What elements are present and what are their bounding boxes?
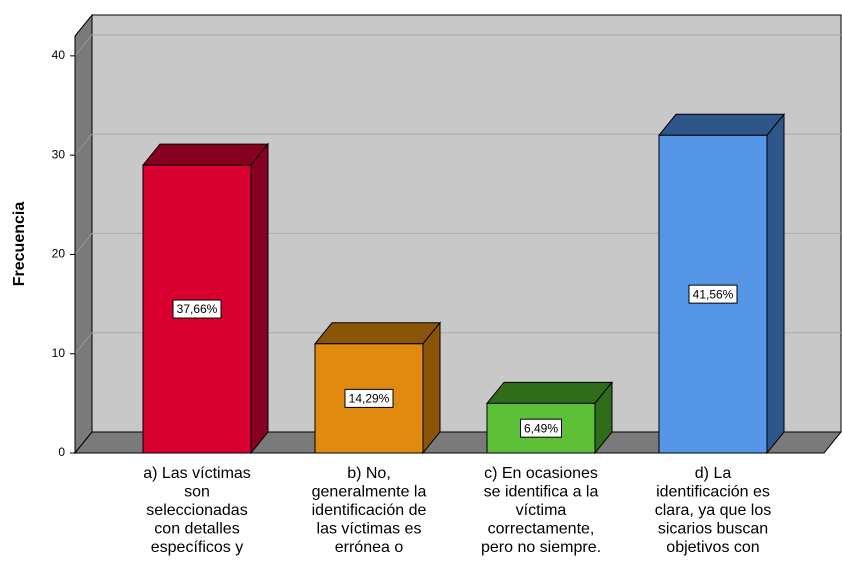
x-tick-label: c) En ocasiones — [484, 465, 598, 482]
x-tick-label: pero no siempre. — [481, 539, 601, 556]
grid-line — [74, 34, 93, 57]
x-tick-label: generalmente la — [312, 484, 427, 501]
x-tick-label: se identifica a la — [484, 484, 599, 501]
value-label: 37,66% — [177, 302, 218, 316]
x-tick-label: identificación es — [656, 484, 770, 501]
bar-top — [485, 381, 614, 404]
x-tick-label: correctamente, — [488, 521, 595, 538]
x-tick-label: clara, ya que los — [655, 502, 772, 519]
x-tick-label: d) La — [695, 465, 732, 482]
value-label-box — [344, 388, 394, 408]
x-tick-label: sicarios buscan — [658, 521, 768, 538]
value-label: 14,29% — [349, 392, 390, 406]
grid-line — [74, 133, 93, 156]
y-tick-label: 0 — [58, 445, 65, 459]
bar-side — [250, 142, 269, 455]
bar-top — [657, 113, 786, 136]
x-tick-label: errónea o — [335, 539, 404, 556]
bar-top — [141, 143, 270, 166]
y-tick-label: 30 — [52, 147, 66, 161]
value-label-box — [172, 299, 222, 319]
value-label: 6,49% — [524, 421, 558, 435]
y-tick-label: 40 — [52, 48, 66, 62]
bar-top — [313, 322, 442, 345]
value-label: 41,56% — [693, 287, 734, 301]
value-label-box — [520, 418, 562, 438]
x-tick-label: a) Las víctimas — [143, 465, 251, 482]
grid-line — [74, 233, 93, 255]
bar-side — [766, 112, 785, 455]
y-axis-label: Frecuencia — [11, 202, 28, 287]
x-tick-label: con detalles — [154, 521, 239, 538]
x-tick-label: las víctimas es — [317, 521, 422, 538]
value-label-box — [688, 284, 738, 304]
x-tick-label: objetivos con — [666, 539, 759, 556]
y-tick-label: 10 — [52, 346, 66, 360]
y-tick-label: 20 — [52, 247, 66, 261]
left-wall — [74, 13, 93, 455]
x-tick-label: identificación de — [312, 502, 427, 519]
x-tick-label: b) No, — [347, 465, 391, 482]
x-tick-label: víctima — [516, 502, 567, 519]
x-tick-label: específicos y — [151, 539, 243, 556]
bar-side — [422, 321, 441, 455]
grid-line — [74, 332, 93, 355]
x-tick-label: seleccionadas — [146, 502, 247, 519]
x-tick-label: son — [184, 484, 210, 501]
